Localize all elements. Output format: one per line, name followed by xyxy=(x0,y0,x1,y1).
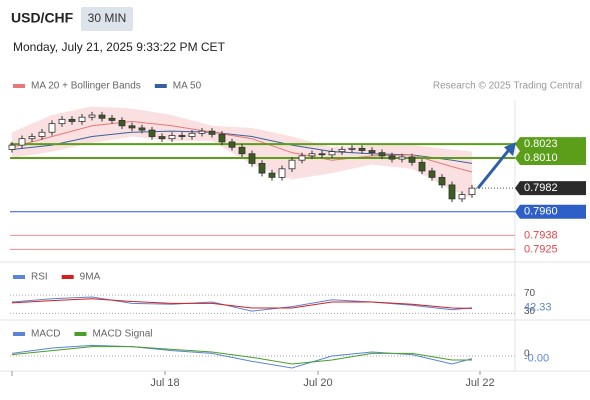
x-tick-label: Jul 22 xyxy=(465,377,494,389)
candle-body xyxy=(208,130,216,135)
timeframe-button[interactable] xyxy=(81,7,133,31)
level-label: 0.7925 xyxy=(524,243,558,255)
candle-body xyxy=(68,118,76,122)
candle-body xyxy=(288,159,296,170)
candle-body xyxy=(238,146,246,155)
candle-body xyxy=(228,141,236,148)
candle-body xyxy=(388,155,396,160)
legend-label: MACD Signal xyxy=(92,329,152,340)
candle-body xyxy=(298,155,306,161)
candle-body xyxy=(98,114,106,119)
legend-label: RSI xyxy=(31,272,48,283)
level-tag xyxy=(515,151,586,166)
candle-body xyxy=(248,153,256,164)
y-tick-label: 30 xyxy=(524,306,536,317)
candle-body xyxy=(368,150,376,154)
datetime: Monday, July 21, 2025 9:33:22 PM CET xyxy=(13,40,226,54)
candle-body xyxy=(438,176,446,186)
candle-body xyxy=(198,130,206,134)
legend-swatch xyxy=(13,84,25,88)
candle-body xyxy=(428,170,436,178)
candle-body xyxy=(188,132,196,137)
level-tag xyxy=(515,204,586,219)
candle-body xyxy=(348,147,356,150)
candle-body xyxy=(28,136,36,140)
legend-label: MA 20 + Bollinger Bands xyxy=(31,81,141,92)
candle-body xyxy=(48,123,56,133)
candle-body xyxy=(308,153,316,157)
candle-body xyxy=(408,156,416,163)
candle-body xyxy=(338,149,346,152)
legend-swatch xyxy=(74,332,87,336)
legend-swatch xyxy=(61,275,74,279)
candle-body xyxy=(38,131,46,137)
candle-body xyxy=(118,120,126,127)
x-tick-label: Jul 20 xyxy=(303,377,332,389)
legend-label: 9MA xyxy=(80,272,101,283)
candle-body xyxy=(108,117,116,121)
level-label: 0.8023 xyxy=(524,138,558,150)
forecast-arrowhead xyxy=(504,142,516,157)
y-tick-label: 70 xyxy=(524,288,536,299)
candle-body xyxy=(58,118,66,125)
legend-swatch xyxy=(154,84,167,88)
candle-body xyxy=(18,138,26,146)
candle-body xyxy=(138,127,146,131)
candle-body xyxy=(418,161,426,172)
level-label: 0.8010 xyxy=(524,152,558,164)
candle-body xyxy=(168,135,176,140)
legend-label: MACD xyxy=(31,329,60,340)
candle-body xyxy=(128,125,136,129)
candle-body xyxy=(358,147,366,151)
legend-swatch xyxy=(13,275,25,279)
candle-body xyxy=(88,114,96,118)
candle-body xyxy=(158,136,166,140)
level-label: 0.7982 xyxy=(524,182,558,194)
forecast-arrow xyxy=(476,145,514,190)
candle-body xyxy=(148,129,156,137)
level-tag xyxy=(515,137,586,152)
indicator-line xyxy=(11,344,473,369)
candle-body xyxy=(178,135,186,137)
candle-body xyxy=(78,116,86,122)
candle-body xyxy=(218,133,226,143)
current-value: 42.33 xyxy=(524,302,552,314)
legend-label: MA 50 xyxy=(173,81,202,92)
indicator-line xyxy=(11,298,473,309)
timeframe[interactable]: 30 MIN xyxy=(88,11,127,25)
candle-body xyxy=(448,184,456,200)
indicator-line xyxy=(11,296,473,312)
candle-body xyxy=(328,151,336,156)
level-label: 0.7960 xyxy=(524,206,558,218)
candle-body xyxy=(458,194,466,200)
y-tick-label: 0 xyxy=(524,349,530,360)
candle-body xyxy=(398,156,406,160)
candle-body xyxy=(268,172,276,178)
candle-body xyxy=(378,152,386,157)
legend-swatch xyxy=(13,332,25,336)
candle-body xyxy=(258,163,266,174)
source: Research © 2025 Trading Central xyxy=(433,81,582,92)
indicator-line xyxy=(11,346,472,365)
candle-body xyxy=(8,144,16,150)
candle-body xyxy=(318,153,326,156)
candle-body xyxy=(278,168,286,178)
level-label: 0.7938 xyxy=(524,229,558,241)
x-tick-label: Jul 18 xyxy=(150,377,179,389)
symbol: USD/CHF xyxy=(11,10,74,26)
candle-body xyxy=(468,187,476,195)
level-tag xyxy=(515,181,586,196)
current-value: -0.00 xyxy=(524,353,549,365)
